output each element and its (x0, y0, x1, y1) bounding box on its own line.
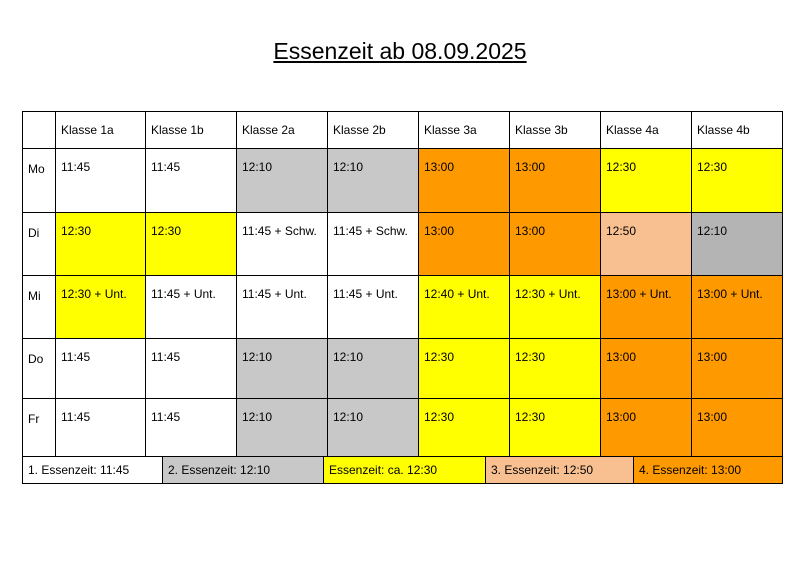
time-cell: 11:45 (145, 148, 237, 213)
time-cell: 12:10 (327, 148, 419, 213)
time-cell: 13:00 (600, 398, 692, 457)
day-label: Di (22, 212, 56, 276)
time-cell: 12:10 (327, 338, 419, 399)
time-cell: 13:00 (600, 338, 692, 399)
day-label: Do (22, 338, 56, 399)
time-cell: 12:10 (327, 398, 419, 457)
column-header: Klasse 4b (691, 111, 783, 149)
time-cell: 11:45 (145, 338, 237, 399)
column-header: Klasse 2b (327, 111, 419, 149)
time-cell: 12:10 (691, 212, 783, 276)
legend-cell: 1. Essenzeit: 11:45 (22, 456, 163, 484)
time-cell: 11:45 (145, 398, 237, 457)
time-cell: 11:45 + Unt. (145, 275, 237, 339)
time-cell: 12:30 + Unt. (55, 275, 146, 339)
time-cell: 13:00 (691, 338, 783, 399)
legend-cell: 4. Essenzeit: 13:00 (633, 456, 783, 484)
legend-cell: Essenzeit: ca. 12:30 (323, 456, 486, 484)
day-label: Mi (22, 275, 56, 339)
time-cell: 13:00 (509, 212, 601, 276)
time-cell: 12:10 (236, 338, 328, 399)
time-cell: 12:50 (600, 212, 692, 276)
time-cell: 13:00 (691, 398, 783, 457)
time-cell: 12:30 (600, 148, 692, 213)
time-cell: 13:00 (509, 148, 601, 213)
time-cell: 11:45 (55, 338, 146, 399)
column-header: Klasse 1a (55, 111, 146, 149)
column-header: Klasse 2a (236, 111, 328, 149)
legend-cell: 2. Essenzeit: 12:10 (162, 456, 324, 484)
column-header: Klasse 4a (600, 111, 692, 149)
time-cell: 12:40 + Unt. (418, 275, 510, 339)
time-cell: 12:30 (145, 212, 237, 276)
time-cell: 12:30 (418, 398, 510, 457)
time-cell: 12:30 (509, 398, 601, 457)
time-cell: 12:10 (236, 148, 328, 213)
day-label: Fr (22, 398, 56, 457)
time-cell: 12:30 + Unt. (509, 275, 601, 339)
corner-cell (22, 111, 56, 149)
column-header: Klasse 3a (418, 111, 510, 149)
column-header: Klasse 3b (509, 111, 601, 149)
legend-cell: 3. Essenzeit: 12:50 (485, 456, 634, 484)
column-header: Klasse 1b (145, 111, 237, 149)
time-cell: 11:45 (55, 398, 146, 457)
time-cell: 11:45 + Schw. (327, 212, 419, 276)
time-cell: 12:10 (236, 398, 328, 457)
time-cell: 12:30 (691, 148, 783, 213)
time-cell: 13:00 + Unt. (691, 275, 783, 339)
title: Essenzeit ab 08.09.2025 (273, 38, 527, 64)
time-cell: 12:30 (55, 212, 146, 276)
day-label: Mo (22, 148, 56, 213)
time-cell: 11:45 + Schw. (236, 212, 328, 276)
time-cell: 11:45 + Unt. (327, 275, 419, 339)
time-cell: 12:30 (509, 338, 601, 399)
time-cell: 13:00 (418, 148, 510, 213)
time-cell: 13:00 + Unt. (600, 275, 692, 339)
time-cell: 12:30 (418, 338, 510, 399)
time-cell: 13:00 (418, 212, 510, 276)
time-cell: 11:45 + Unt. (236, 275, 328, 339)
time-cell: 11:45 (55, 148, 146, 213)
